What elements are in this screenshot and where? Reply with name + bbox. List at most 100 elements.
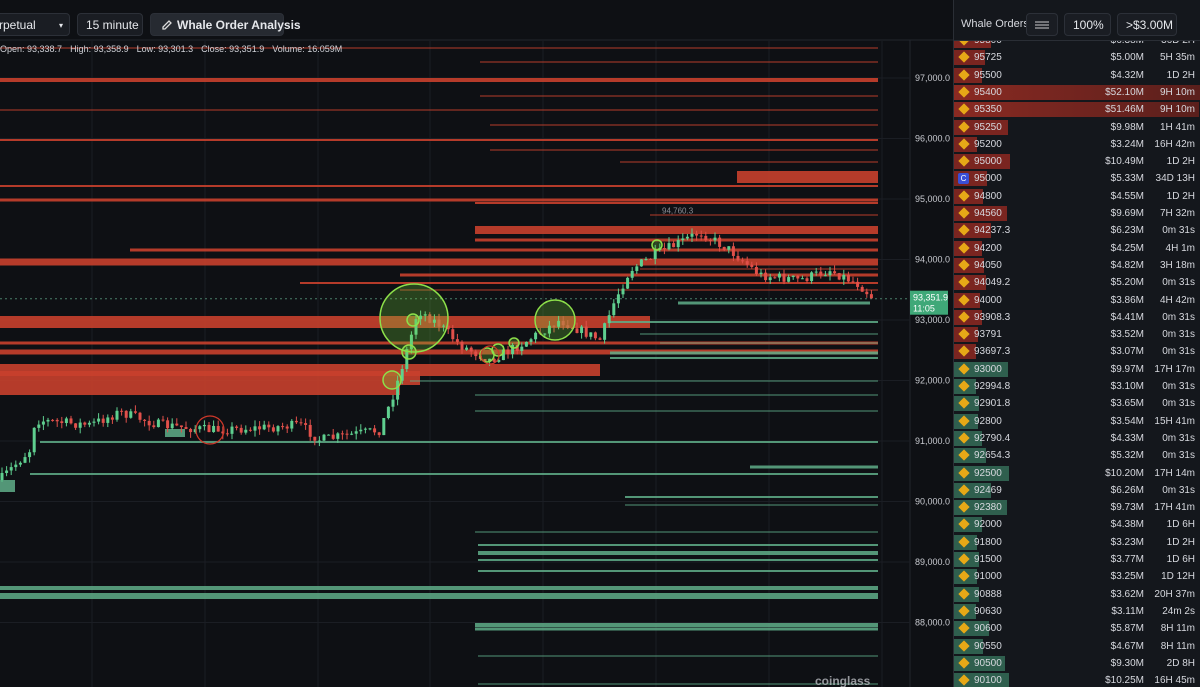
candle-body bbox=[731, 246, 735, 256]
order-row[interactable]: 91500 $3.77M 1D 6H bbox=[954, 551, 1200, 568]
order-row[interactable]: 92469 $6.26M 0m 31s bbox=[954, 482, 1200, 499]
candle-body bbox=[271, 427, 275, 432]
order-row[interactable]: 94049.2 $5.20M 0m 31s bbox=[954, 274, 1200, 291]
candle-body bbox=[492, 358, 496, 362]
order-row[interactable]: 95250 $9.98M 1H 41m bbox=[954, 119, 1200, 136]
buy-wall bbox=[475, 623, 878, 627]
order-price: 95000 bbox=[974, 173, 1002, 185]
zoom-select[interactable]: 100% bbox=[1064, 13, 1111, 36]
order-row[interactable]: 90550 $4.67M 8H 11m bbox=[954, 638, 1200, 655]
order-row[interactable]: 92901.8 $3.65M 0m 31s bbox=[954, 395, 1200, 412]
order-row[interactable]: 90888 $3.62M 20H 37m bbox=[954, 586, 1200, 603]
order-price: 93908.3 bbox=[974, 311, 1011, 323]
interval-select[interactable]: 15 minute bbox=[77, 13, 143, 36]
order-amount: $4.32M bbox=[1110, 69, 1144, 81]
order-row[interactable]: 94560 $9.69M 7H 32m bbox=[954, 205, 1200, 222]
settings-button[interactable] bbox=[1026, 13, 1058, 36]
order-row[interactable]: 94000 $3.86M 4H 42m bbox=[954, 292, 1200, 309]
candle-body bbox=[690, 233, 694, 237]
order-row[interactable]: 95725 $5.00M 5H 35m bbox=[954, 49, 1200, 66]
order-row[interactable]: 93697.3 $3.07M 0m 31s bbox=[954, 343, 1200, 360]
y-tick-label: 88,000.0 bbox=[915, 618, 950, 628]
sell-wall bbox=[0, 139, 878, 141]
order-amount: $4.25M bbox=[1110, 242, 1144, 254]
order-age: 2D 8H bbox=[1166, 657, 1195, 669]
order-row[interactable]: 95350 $51.46M 9H 10m bbox=[954, 101, 1200, 118]
candle-body bbox=[78, 422, 82, 428]
candle-body bbox=[419, 315, 423, 320]
order-row[interactable]: 93000 $9.97M 17H 17m bbox=[954, 361, 1200, 378]
order-row[interactable]: 92500 $10.20M 17H 14m bbox=[954, 465, 1200, 482]
y-tick-label: 91,000.0 bbox=[915, 436, 950, 446]
order-age: 4H 42m bbox=[1159, 294, 1195, 306]
order-amount: $9.73M bbox=[1110, 502, 1144, 514]
candle-body bbox=[469, 347, 473, 352]
sell-wall bbox=[130, 248, 878, 252]
symbol-select[interactable]: rpetual ▾ bbox=[0, 13, 70, 36]
order-amount: $3.52M bbox=[1110, 329, 1144, 341]
order-row[interactable]: 93908.3 $4.41M 0m 31s bbox=[954, 309, 1200, 326]
order-row[interactable]: 92380 $9.73M 17H 41m bbox=[954, 499, 1200, 516]
interval: 15 minute bbox=[86, 18, 139, 32]
order-row[interactable]: 92994.8 $3.10M 0m 31s bbox=[954, 378, 1200, 395]
sell-wall bbox=[475, 238, 878, 242]
candle-body bbox=[41, 421, 45, 425]
order-price: 92000 bbox=[974, 519, 1002, 531]
order-amount: $9.97M bbox=[1110, 363, 1144, 375]
candle-body bbox=[860, 286, 864, 292]
candle-body bbox=[331, 434, 335, 439]
whale-marker bbox=[534, 299, 576, 341]
candle-body bbox=[437, 319, 441, 327]
order-row[interactable]: 94800 $4.55M 1D 2H bbox=[954, 188, 1200, 205]
order-price: 92994.8 bbox=[974, 381, 1011, 392]
order-row[interactable]: 94237.3 $6.23M 0m 31s bbox=[954, 222, 1200, 239]
order-age: 9H 10m bbox=[1159, 104, 1195, 116]
candle-body bbox=[317, 440, 321, 442]
candle-body bbox=[97, 418, 101, 422]
whale-marker bbox=[195, 415, 225, 445]
order-row[interactable]: 95000 $10.49M 1D 2H bbox=[954, 153, 1200, 170]
order-amount: $3.07M bbox=[1110, 346, 1144, 358]
order-row[interactable]: 90600 $5.87M 8H 11m bbox=[954, 620, 1200, 637]
sell-wall bbox=[480, 61, 878, 63]
candle-body bbox=[400, 369, 404, 381]
order-row[interactable]: 94200 $4.25M 4H 1m bbox=[954, 240, 1200, 257]
order-row[interactable]: 95400 $52.10M 9H 10m bbox=[954, 84, 1200, 101]
order-row[interactable]: 92800 $3.54M 15H 41m bbox=[954, 413, 1200, 430]
order-row[interactable]: 90500 $9.30M 2D 8H bbox=[954, 655, 1200, 672]
order-row[interactable]: C 95000 $5.33M 34D 13H bbox=[954, 170, 1200, 187]
order-row[interactable]: 90630 $3.11M 24m 2s bbox=[954, 603, 1200, 620]
order-age: 15H 41m bbox=[1154, 415, 1195, 427]
order-row[interactable]: 91800 $3.23M 1D 2H bbox=[954, 534, 1200, 551]
sliders-icon bbox=[1035, 21, 1049, 29]
candle-body bbox=[359, 429, 363, 432]
order-row[interactable]: 91000 $3.25M 1D 12H bbox=[954, 568, 1200, 585]
candle-body bbox=[179, 425, 183, 428]
sell-wall bbox=[0, 316, 650, 328]
order-row[interactable]: 92790.4 $4.33M 0m 31s bbox=[954, 430, 1200, 447]
candle-body bbox=[764, 272, 768, 281]
order-row[interactable]: 92000 $4.38M 1D 6H bbox=[954, 516, 1200, 533]
volume: Volume: 16.059M bbox=[272, 44, 343, 54]
candle-body bbox=[635, 266, 639, 271]
candle-body bbox=[529, 339, 533, 342]
high-marker: 94,760.3 bbox=[662, 207, 694, 216]
order-row[interactable]: 95500 $4.32M 1D 2H bbox=[954, 67, 1200, 84]
candle-body bbox=[143, 419, 147, 421]
order-amount: $5.87M bbox=[1110, 623, 1144, 635]
current-price-tag bbox=[910, 290, 948, 315]
candle-body bbox=[598, 338, 602, 340]
candle-body bbox=[474, 351, 478, 357]
whale-analysis-button[interactable]: Whale Order Analysis bbox=[150, 13, 301, 36]
order-row[interactable]: 95200 $3.24M 16H 42m bbox=[954, 136, 1200, 153]
order-age: 0m 31s bbox=[1162, 381, 1195, 392]
order-row[interactable]: 93791 $3.52M 0m 31s bbox=[954, 326, 1200, 343]
order-row[interactable]: 94050 $4.82M 3H 18m bbox=[954, 257, 1200, 274]
candle-body bbox=[18, 462, 22, 465]
filter-select[interactable]: >$3.00M bbox=[1117, 13, 1177, 36]
order-row[interactable]: 90100 $10.25M 16H 45m bbox=[954, 672, 1200, 687]
order-price: 95400 bbox=[974, 86, 1002, 98]
order-price: 95500 bbox=[974, 69, 1002, 81]
order-row[interactable]: 92654.3 $5.32M 0m 31s bbox=[954, 447, 1200, 464]
order-amount: $5.20M bbox=[1110, 277, 1144, 289]
